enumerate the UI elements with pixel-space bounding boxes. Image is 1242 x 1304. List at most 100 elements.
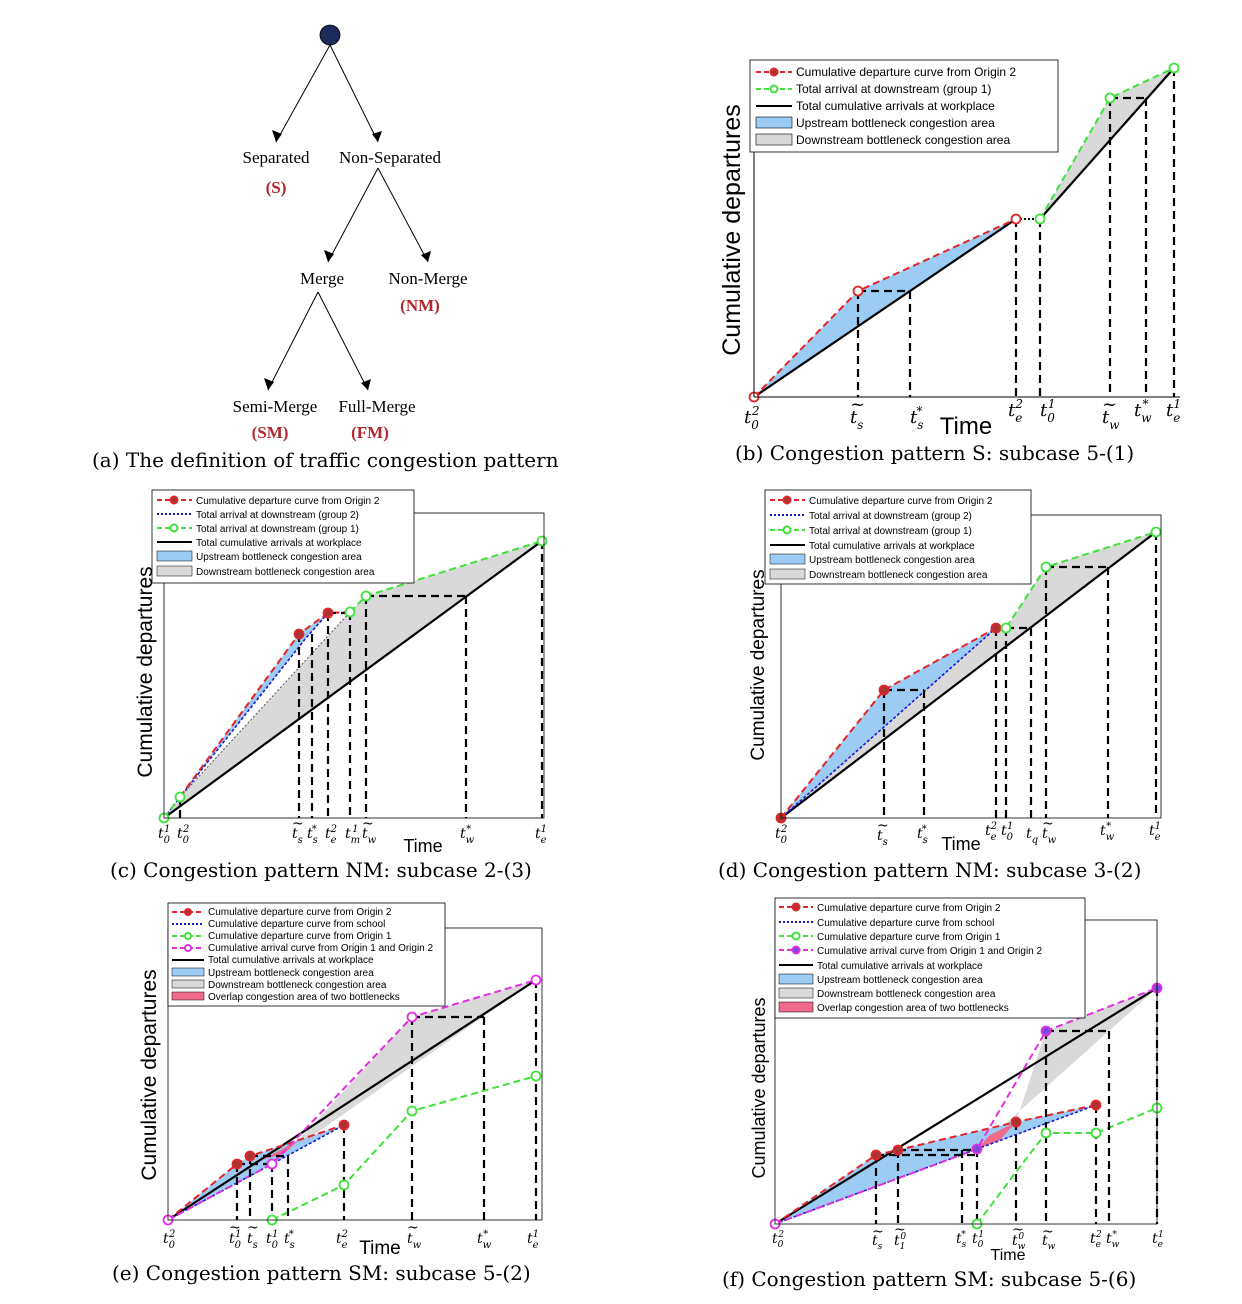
caption-b: (b) Congestion pattern S: subcase 5-(1) (735, 441, 1134, 465)
b-workplace-line (753, 218, 1017, 398)
c-tick: tm1 (345, 824, 360, 846)
e-legend-o1o2: Cumulative arrival curve from Origin 1 a… (208, 943, 434, 954)
b-tick: ~ (1102, 394, 1117, 415)
c-legend-origin2: Cumulative departure curve from Origin 2 (196, 496, 380, 507)
f-tick: ts* (956, 1230, 967, 1250)
b-xlabel: Time (940, 413, 992, 440)
f-downstream-area (977, 988, 1157, 1149)
c-tick: te1 (535, 824, 547, 846)
tree-separated: Separated (242, 148, 310, 167)
e-tick: ~ (247, 1220, 259, 1236)
f-tick: t01 (972, 1230, 984, 1250)
c-tick: ~ (362, 816, 374, 832)
c-origin2-curve (179, 611, 351, 798)
f-xlabel: Time (991, 1247, 1026, 1264)
e-o1o2-curve (167, 979, 537, 1221)
d-tick: te2 (985, 821, 997, 843)
d-tick: ~ (1042, 816, 1054, 832)
b-tick: te2 (1008, 397, 1023, 425)
b-legend-origin2: Cumulative departure curve from Origin 2 (796, 65, 1016, 79)
e-legend-origin1: Cumulative departure curve from Origin 1 (208, 931, 392, 942)
e-legend-upstream: Upstream bottleneck congestion area (208, 968, 374, 979)
d-tick: ts (877, 828, 888, 848)
c-tick: te2 (325, 824, 337, 846)
f-tick: ~ (1012, 1222, 1024, 1238)
caption-f: (f) Congestion pattern SM: subcase 5-(6) (722, 1267, 1136, 1291)
c-legend-workplace: Total cumulative arrivals at workplace (196, 538, 362, 549)
panel-b-chart: Cumulative departure curve from Origin 2… (718, 59, 1181, 465)
f-tick: te1 (1152, 1230, 1164, 1250)
f-tick: t02 (772, 1230, 784, 1250)
e-tick: ts* (284, 1229, 295, 1251)
e-tick: tw* (477, 1229, 492, 1251)
b-tick: ~ (850, 394, 865, 415)
f-tick: ts (872, 1233, 883, 1252)
caption-e: (e) Congestion pattern SM: subcase 5-(2) (112, 1261, 531, 1285)
f-o1o2-curve (774, 987, 1158, 1225)
b-tick: tw* (1134, 397, 1152, 425)
f-legend-upstream: Upstream bottleneck congestion area (817, 975, 983, 986)
b-group1-curve (1039, 67, 1175, 220)
d-tick: ts* (917, 824, 928, 846)
c-tick: t01 (158, 824, 171, 846)
c-ylabel: Cumulative departures (134, 566, 157, 777)
b-tick: ts* (910, 404, 923, 432)
tree-merge: Merge (300, 269, 344, 288)
c-xlabel: Time (403, 836, 442, 856)
d-legend-workplace: Total cumulative arrivals at workplace (809, 541, 975, 552)
c-legend-upstream: Upstream bottleneck congestion area (196, 552, 362, 563)
f-legend-origin2: Cumulative departure curve from Origin 2 (817, 903, 1001, 914)
f-legend-downstream: Downstream bottleneck congestion area (817, 989, 996, 1000)
e-tick: t02 (163, 1229, 176, 1251)
c-tick: tw* (460, 824, 475, 846)
b-ylabel: Cumulative departures (718, 104, 746, 356)
b-legend-down-g1: Total arrival at downstream (group 1) (796, 82, 991, 96)
b-legend-upstream: Upstream bottleneck congestion area (796, 116, 995, 130)
d-tick: t01 (1001, 821, 1014, 843)
b-workplace-line-2 (1039, 67, 1175, 220)
d-legend-down-g1: Total arrival at downstream (group 1) (809, 526, 972, 537)
d-tick: t02 (775, 824, 788, 846)
d-tick: tq (1026, 826, 1038, 846)
c-tick: ~ (292, 816, 304, 832)
b-tick: t01 (1040, 397, 1056, 425)
b-tick: t02 (744, 404, 760, 432)
e-legend-origin2: Cumulative departure curve from Origin 2 (208, 907, 392, 918)
d-legend-origin2: Cumulative departure curve from Origin 2 (809, 496, 993, 507)
f-workplace-line (774, 987, 1158, 1225)
tree-root-node (319, 24, 341, 46)
e-tick: ~ (407, 1220, 419, 1236)
d-group2-curve (780, 627, 997, 819)
e-workplace-line (167, 979, 537, 1221)
panel-e-chart: Cumulative departure curve from Origin 2… (112, 902, 543, 1285)
e-legend-downstream: Downstream bottleneck congestion area (208, 980, 387, 991)
b-legend-downstream: Downstream bottleneck congestion area (796, 133, 1010, 147)
f-tick: ~ (894, 1222, 906, 1238)
e-tick: t01 (229, 1229, 242, 1251)
c-workplace-line (163, 540, 543, 819)
tree-full-merge: Full-Merge (338, 397, 415, 416)
e-legend-school: Cumulative departure curve from school (208, 919, 385, 930)
e-origin1-curve (271, 1075, 537, 1221)
d-workplace-line (780, 531, 1157, 819)
d-legend-downstream: Downstream bottleneck congestion area (809, 570, 988, 581)
tree-non-separated: Non-Separated (339, 148, 441, 167)
c-legend-downstream: Downstream bottleneck congestion area (196, 567, 375, 578)
e-legend-overlap: Overlap congestion area of two bottlenec… (208, 992, 400, 1003)
f-tick: t10 (894, 1232, 906, 1252)
e-legend-workplace: Total cumulative arrivals at workplace (208, 955, 374, 966)
e-xlabel: Time (359, 1238, 401, 1259)
f-tick: tw0 (1012, 1232, 1026, 1252)
b-tick: te1 (1166, 397, 1181, 425)
f-legend-o1o2: Cumulative arrival curve from Origin 1 a… (817, 946, 1043, 957)
c-legend-down-g1: Total arrival at downstream (group 1) (196, 524, 359, 535)
c-tick: ts* (307, 824, 318, 846)
f-tick: ~ (872, 1224, 884, 1240)
panel-d-chart: Cumulative departure curve from Origin 2… (718, 489, 1162, 882)
panel-c-chart: Cumulative departure curve from Origin 2… (110, 489, 548, 882)
tree-separated-abbr: (S) (266, 178, 287, 197)
e-tick: te2 (336, 1229, 348, 1251)
f-tick: tw* (1106, 1230, 1120, 1250)
d-tick: tw* (1100, 821, 1115, 843)
caption-d: (d) Congestion pattern NM: subcase 3-(2) (718, 858, 1141, 882)
